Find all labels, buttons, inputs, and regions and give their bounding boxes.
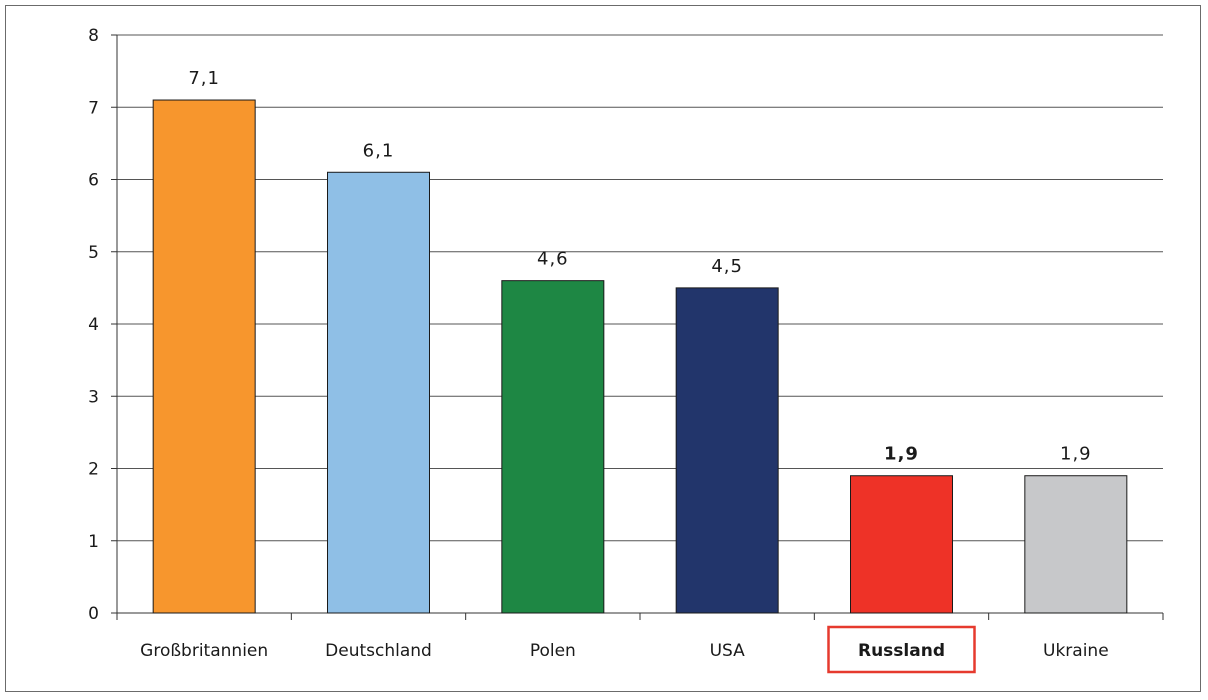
bar-usa (675, 287, 779, 614)
y-tick-label: 6 (88, 171, 99, 191)
y-tick-label: 7 (88, 98, 99, 118)
x-tick-label: Polen (530, 641, 576, 661)
data-label: 1,9 (884, 444, 919, 465)
bar-polen (501, 280, 605, 614)
y-tick-label: 8 (88, 26, 99, 46)
x-tick-label: Russland (858, 641, 945, 661)
data-label: 7,1 (188, 68, 220, 89)
y-tick-label: 1 (88, 532, 99, 552)
bar-großbritannien (152, 99, 256, 614)
x-tick-label: USA (710, 641, 746, 661)
data-label: 4,5 (711, 256, 743, 277)
bar-deutschland (327, 171, 430, 614)
bar-ukraine (1024, 475, 1128, 614)
y-tick-label: 4 (88, 315, 99, 335)
y-tick-label: 2 (88, 460, 99, 480)
highlight-box (827, 625, 976, 674)
x-tick-label: Großbritannien (140, 641, 268, 661)
x-tick-label: Ukraine (1043, 641, 1109, 661)
bar-russland (850, 475, 953, 614)
data-label: 4,6 (537, 249, 569, 270)
y-tick-label: 3 (88, 387, 99, 407)
y-tick-label: 5 (88, 243, 99, 263)
data-label: 6,1 (363, 140, 395, 161)
y-tick-label: 0 (88, 604, 99, 624)
data-label: 1,9 (1060, 444, 1092, 465)
x-tick-label: Deutschland (325, 641, 432, 661)
